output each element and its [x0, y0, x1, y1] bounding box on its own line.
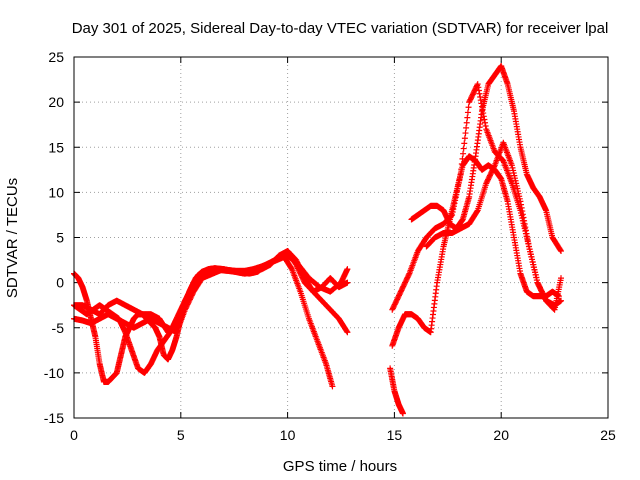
data-point [460, 145, 467, 152]
data-point [453, 191, 460, 198]
series-arc-8 [408, 63, 565, 255]
data-point [521, 217, 528, 224]
data-point [558, 275, 565, 282]
data-point [518, 204, 525, 211]
x-tick-label: 15 [387, 427, 403, 443]
x-tick-label: 10 [280, 427, 296, 443]
data-point [459, 155, 466, 162]
data-point [518, 201, 525, 208]
series-arc-4 [71, 248, 351, 336]
data-point [461, 140, 468, 147]
x-tick-label: 0 [70, 427, 78, 443]
data-point [461, 135, 468, 142]
data-point [519, 208, 526, 215]
data-point [477, 93, 484, 100]
data-point [456, 177, 463, 184]
data-point [520, 214, 527, 221]
data-point [463, 119, 470, 126]
data-point [474, 81, 481, 88]
series-arc-5 [387, 365, 406, 417]
data-point [517, 198, 524, 205]
data-point [464, 109, 471, 116]
data-point [475, 84, 482, 91]
data-point [522, 227, 529, 234]
data-point [329, 383, 336, 390]
data-point [344, 329, 351, 336]
data-point [460, 150, 467, 157]
data-point [474, 208, 481, 215]
data-point [524, 233, 531, 240]
data-point [449, 209, 456, 216]
y-tick-label: -10 [44, 365, 64, 381]
x-tick-label: 5 [177, 427, 185, 443]
y-tick-label: 15 [48, 139, 64, 155]
data-point [464, 114, 471, 121]
data-point [457, 171, 464, 178]
data-point [344, 279, 351, 286]
x-axis-label: GPS time / hours [283, 458, 397, 475]
data-point [454, 185, 461, 192]
series-arc-9 [423, 139, 565, 309]
data-point [451, 200, 458, 207]
data-point [458, 166, 465, 173]
chart-title: Day 301 of 2025, Sidereal Day-to-day VTE… [72, 20, 609, 37]
y-tick-label: -15 [44, 410, 64, 426]
data-point [482, 122, 489, 129]
data-point [519, 211, 526, 218]
data-point [558, 248, 565, 255]
data-point [475, 87, 482, 94]
y-tick-labels: -15 -10 -5 0 5 10 15 20 25 [44, 49, 64, 426]
data-point [525, 240, 532, 247]
data-point [476, 90, 483, 97]
y-tick-label: 20 [48, 94, 64, 110]
data-point [521, 220, 528, 227]
data-point [557, 247, 564, 254]
data-point [453, 188, 460, 195]
y-tick-label: 25 [48, 49, 64, 65]
data-point [452, 194, 459, 201]
data-point [462, 130, 469, 137]
data-point [449, 211, 456, 218]
y-axis-label: SDTVAR / TECUs [4, 178, 21, 298]
data-point [455, 182, 462, 189]
data-point [491, 163, 498, 170]
y-tick-label: 5 [56, 230, 64, 246]
data-point [465, 104, 472, 111]
data-series [71, 63, 565, 417]
data-point [523, 230, 530, 237]
data-point [482, 119, 489, 126]
plot-frame [73, 56, 609, 419]
data-point [344, 266, 351, 273]
x-tick-labels: 0 5 10 15 20 25 [70, 427, 616, 443]
data-point [477, 97, 484, 104]
data-point [450, 206, 457, 213]
y-tick-label: 10 [48, 184, 64, 200]
series-arc-3 [71, 252, 351, 336]
data-point [455, 180, 462, 187]
data-point [522, 224, 529, 231]
data-point [463, 124, 470, 131]
data-point [452, 197, 459, 204]
data-point [524, 237, 531, 244]
grid-lines [74, 57, 608, 418]
x-tick-label: 20 [493, 427, 509, 443]
data-point [458, 161, 465, 168]
y-tick-label: -5 [52, 320, 65, 336]
data-point [481, 116, 488, 123]
data-point [399, 410, 406, 417]
y-tick-label: 0 [56, 275, 64, 291]
series-arc-2 [71, 248, 351, 376]
data-point [448, 212, 455, 219]
data-point [450, 203, 457, 210]
x-tick-label: 25 [600, 427, 616, 443]
data-point [405, 271, 412, 278]
data-point [558, 297, 565, 304]
data-point [343, 328, 350, 335]
data-point [457, 174, 464, 181]
